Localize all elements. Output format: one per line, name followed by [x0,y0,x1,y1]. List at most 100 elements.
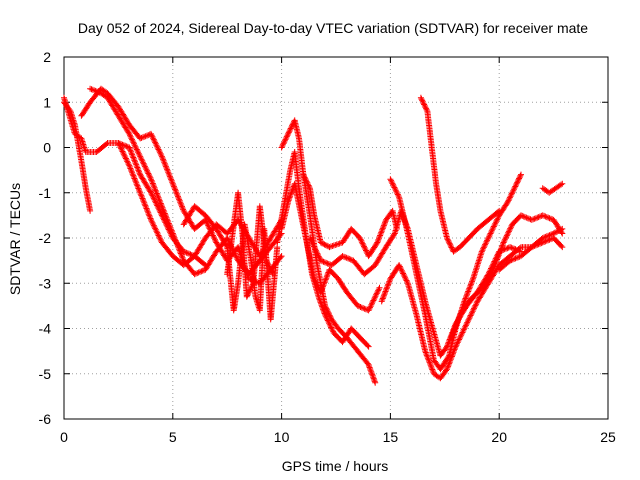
marker-run [507,253,523,264]
marker-run [485,207,503,223]
marker-run [115,140,132,168]
marker-run [280,168,293,210]
marker-run [396,262,411,285]
marker-run [339,227,354,246]
marker-run [496,254,512,269]
x-tick-label: 0 [60,429,68,445]
marker-run [180,204,197,228]
x-tick-label: 10 [274,429,290,445]
marker-run [528,212,545,223]
marker-run [444,235,456,254]
marker-run [496,258,512,273]
y-tick-label: -3 [39,275,52,291]
marker-run [126,121,143,141]
series-trace-7 [224,189,276,300]
marker-run [126,144,143,177]
marker-run [304,244,317,281]
series-trace-8 [278,117,379,386]
marker-run [422,348,437,376]
marker-run [243,281,256,300]
y-tick-label: 2 [43,49,51,65]
marker-run [361,263,377,278]
y-tick-label: 1 [43,94,51,110]
marker-run [137,189,154,222]
marker-run [291,180,304,217]
marker-run [528,236,545,251]
marker-run [470,250,485,282]
marker-run [452,322,469,350]
marker-run [202,249,219,273]
marker-run [374,218,389,246]
marker-run [550,235,566,251]
marker-run [513,171,524,187]
marker-run [213,225,230,249]
marker-run [87,85,103,96]
marker-run [348,325,362,340]
marker-run [322,311,337,335]
marker-run [474,281,489,296]
series-trace-17 [496,225,566,273]
marker-run [437,344,449,359]
marker-run [300,171,313,190]
x-tick-label: 5 [169,429,177,445]
marker-run [328,316,341,331]
marker-run [241,221,254,263]
y-tick-label: -5 [39,366,52,382]
marker-run [478,231,493,255]
marker-run [396,194,411,235]
marker-run [115,103,132,127]
marker-run [98,90,110,100]
marker-run [448,313,463,341]
marker-run [137,131,153,142]
marker-run [383,231,397,251]
series-trace-18 [539,180,566,196]
marker-run [339,326,354,346]
marker-run [82,185,94,214]
marker-run [350,257,367,276]
marker-run [457,299,471,318]
marker-run [98,85,110,96]
marker-run [322,302,334,322]
marker-run [115,112,132,136]
series-trace-16 [448,212,566,341]
marker-run [256,203,270,263]
axis-ticks [63,56,609,420]
marker-run [126,162,143,195]
marker-run [433,180,444,213]
y-tick-label: 0 [43,140,51,156]
marker-run [491,240,506,269]
marker-run [291,117,302,140]
marker-run [437,207,450,240]
marker-run [483,263,498,287]
y-axis-label: SDTVAR / TECUs [7,183,23,295]
marker-run [291,149,302,190]
marker-run [298,212,311,249]
marker-run [278,200,291,232]
marker-run [354,302,371,313]
marker-run [78,158,89,190]
marker-run [437,353,452,373]
y-tick-label: -4 [39,321,52,337]
marker-run [126,130,143,159]
marker-run [267,244,281,323]
marker-run [348,225,362,240]
marker-run [546,186,558,196]
marker-run [278,132,291,151]
series-trace-15 [417,94,503,255]
marker-run [239,230,250,299]
x-tick-label: 20 [491,429,507,445]
marker-run [461,277,476,305]
marker-run [417,94,430,113]
marker-run [335,275,350,295]
marker-run [496,200,511,219]
marker-run [78,100,93,119]
marker-run [413,311,428,353]
marker-run [465,227,480,241]
marker-run [263,257,276,278]
marker-run [413,271,428,317]
marker-run [235,189,246,235]
marker-run [180,254,197,269]
marker-run [148,216,165,245]
grid-lines [64,57,608,419]
marker-run [158,153,176,186]
